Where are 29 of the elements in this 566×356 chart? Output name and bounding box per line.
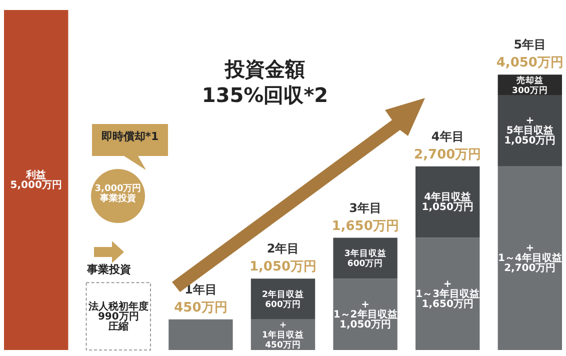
total-label: 2,700万円 [414, 147, 482, 162]
data-label: 3年目収益600万円 [344, 248, 386, 270]
bar [168, 319, 233, 350]
annotation: 135%回収*2 [200, 83, 330, 107]
x-tick-label: 4年目 [431, 129, 464, 144]
data-label: 売却益300万円 [512, 74, 548, 96]
data-label: 2年目収益600万円 [262, 289, 304, 310]
total-label: 450万円 [174, 300, 228, 316]
data-label: +5年目収益1,050万円 [504, 116, 556, 147]
x-tick-label: 2年目 [266, 242, 300, 256]
data-label: 利益5,000万円 [10, 169, 62, 191]
bar [498, 166, 562, 350]
x-tick-label: 3年目 [349, 200, 382, 215]
total-label: 4,050万円 [496, 56, 564, 71]
annotation: 事業投資 [86, 263, 132, 277]
data-label: +1～3年目収益1,650万円 [416, 278, 480, 310]
data-label: +1～2年目収益1,050万円 [333, 299, 398, 330]
annotation: 投資金額 [224, 57, 306, 81]
bar [4, 10, 68, 350]
data-label: +1年目収益450万円 [262, 320, 304, 351]
bar [416, 238, 480, 350]
x-tick-label: 5年目 [514, 38, 546, 52]
data-label: +1～4年目収益2,700万円 [498, 243, 562, 274]
data-label: 法人税初年度990万円圧縮 [87, 300, 148, 332]
annotation: 3,000万円事業投資 [94, 184, 142, 205]
annotation: 即時償却*1 [100, 130, 160, 144]
total-label: 1,650万円 [332, 218, 399, 234]
total-label: 1,050万円 [249, 260, 317, 275]
data-label: 4年目収益1,050万円 [422, 191, 474, 214]
